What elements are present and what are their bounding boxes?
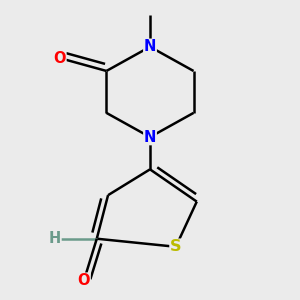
Text: O: O [78, 273, 90, 288]
Text: H: H [49, 231, 61, 246]
Text: S: S [170, 239, 182, 254]
Text: O: O [53, 51, 66, 66]
Text: N: N [144, 39, 156, 54]
Text: N: N [144, 130, 156, 145]
